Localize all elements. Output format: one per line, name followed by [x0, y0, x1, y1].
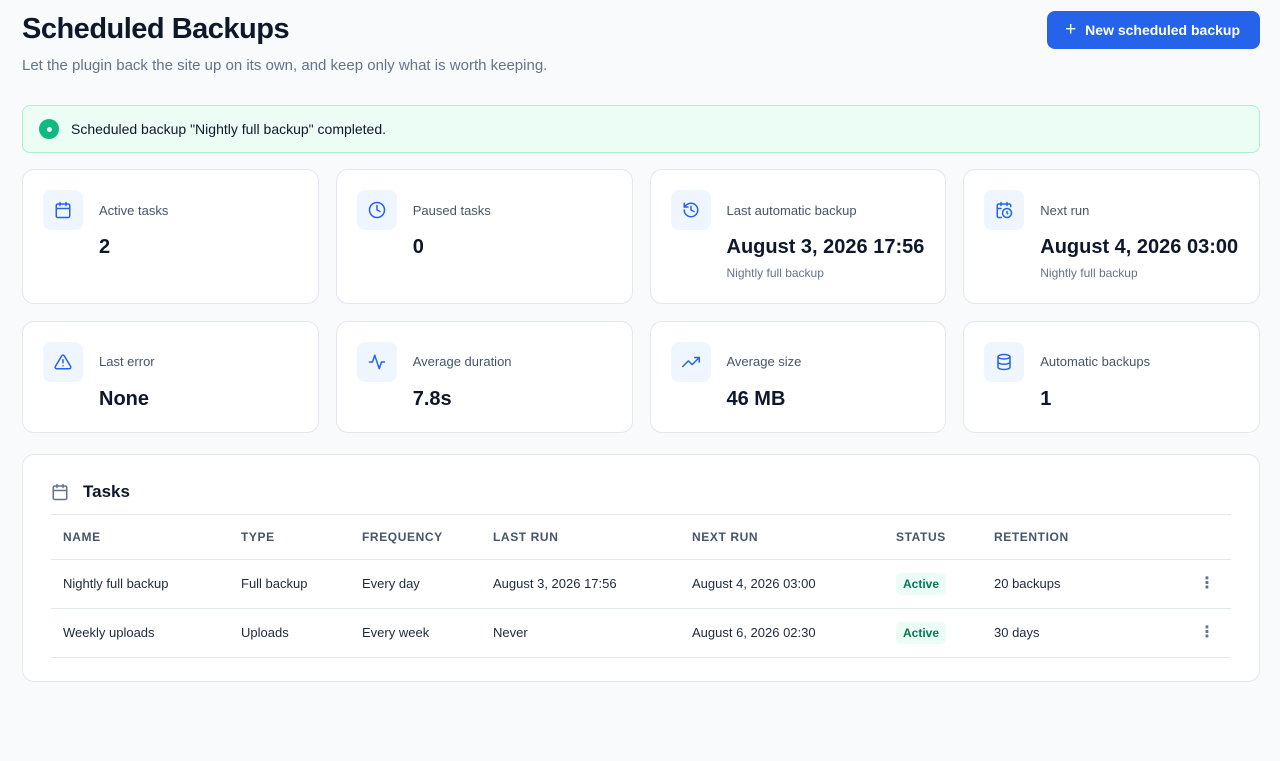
stat-label: Last error [99, 354, 155, 369]
calendar-icon [43, 190, 83, 230]
column-header-frequency[interactable]: FREQUENCY [350, 515, 481, 560]
task-last-run: August 3, 2026 17:56 [481, 559, 680, 609]
stats-grid: Active tasks 2 Paused tasks 0 Last autom… [22, 169, 1260, 433]
stat-label: Active tasks [99, 203, 169, 218]
task-status-cell: Active [884, 608, 982, 658]
calendar-clock-icon [984, 190, 1025, 230]
stat-card-automatic-backups: Automatic backups 1 [963, 321, 1260, 433]
task-frequency: Every day [350, 559, 481, 609]
activity-icon [356, 342, 397, 382]
task-type: Uploads [229, 608, 350, 658]
more-vertical-icon[interactable]: ⋮ [1199, 623, 1215, 641]
clock-icon [356, 190, 397, 230]
stat-card-average-size: Average size 46 MB [649, 321, 947, 433]
stat-card-last-automatic-backup: Last automatic backup August 3, 2026 17:… [649, 169, 947, 304]
stat-value: 1 [1040, 388, 1052, 410]
column-header-type[interactable]: TYPE [229, 515, 350, 560]
stat-card-next-run: Next run August 4, 2026 03:00 Nightly fu… [963, 169, 1260, 304]
task-type: Full backup [229, 559, 350, 609]
notice-message: Scheduled backup "Nightly full backup" c… [71, 121, 387, 137]
page-title: Scheduled Backups [22, 13, 290, 45]
calendar-icon [51, 483, 69, 501]
more-vertical-icon[interactable]: ⋮ [1199, 574, 1215, 592]
task-next-run: August 6, 2026 02:30 [680, 608, 884, 658]
task-frequency: Every week [350, 608, 481, 658]
success-dot-icon [39, 119, 59, 139]
task-actions-cell: ⋮ [1182, 559, 1231, 609]
success-notice: Scheduled backup "Nightly full backup" c… [22, 105, 1260, 153]
stat-card-average-duration: Average duration 7.8s [335, 321, 633, 433]
task-retention: 30 days [982, 608, 1182, 658]
stat-value: 46 MB [726, 388, 786, 410]
page-subtitle: Let the plugin back the site up on its o… [22, 57, 548, 74]
stat-label: Last automatic backup [726, 203, 857, 218]
stat-value: 0 [412, 236, 424, 258]
stat-label: Next run [1040, 203, 1090, 218]
stat-value: August 4, 2026 03:00 [1040, 236, 1239, 258]
plus-icon: + [1065, 18, 1077, 40]
new-scheduled-backup-label: New scheduled backup [1085, 22, 1240, 38]
status-badge: Active [896, 621, 947, 644]
table-row: Weekly uploads Uploads Every week Never … [51, 608, 1231, 658]
task-retention: 20 backups [982, 559, 1182, 609]
stat-value: 7.8s [412, 388, 452, 410]
task-name: Nightly full backup [51, 559, 229, 609]
stat-card-last-error: Last error None [22, 321, 319, 433]
stat-label: Average duration [412, 354, 512, 369]
task-name: Weekly uploads [51, 608, 229, 658]
table-header-row: NAME TYPE FREQUENCY LAST RUN NEXT RUN ST… [51, 515, 1231, 560]
tasks-table: NAME TYPE FREQUENCY LAST RUN NEXT RUN ST… [51, 515, 1231, 658]
stat-subtext: Nightly full backup [1040, 266, 1138, 280]
column-header-retention[interactable]: RETENTION [982, 515, 1182, 560]
table-row: Nightly full backup Full backup Every da… [51, 559, 1231, 609]
tasks-header: Tasks [51, 455, 1231, 515]
status-badge: Active [896, 572, 947, 595]
new-scheduled-backup-button[interactable]: + New scheduled backup [1047, 11, 1260, 49]
stat-card-paused-tasks: Paused tasks 0 [335, 169, 633, 304]
stat-label: Average size [726, 354, 802, 369]
tasks-panel: Tasks NAME TYPE FREQUENCY LAST RUN NEXT … [22, 454, 1260, 682]
history-icon [670, 190, 711, 230]
stat-value: 2 [99, 236, 111, 258]
stat-value: August 3, 2026 17:56 [726, 236, 925, 258]
task-actions-cell: ⋮ [1182, 608, 1231, 658]
column-header-actions [1182, 515, 1231, 560]
stat-label: Paused tasks [412, 203, 491, 218]
trending-up-icon [670, 342, 711, 382]
stat-label: Automatic backups [1040, 354, 1151, 369]
page-header: Scheduled Backups Let the plugin back th… [22, 0, 1260, 105]
task-next-run: August 4, 2026 03:00 [680, 559, 884, 609]
task-status-cell: Active [884, 559, 982, 609]
tasks-title: Tasks [83, 481, 130, 501]
stat-value: None [99, 388, 149, 410]
column-header-next-run[interactable]: NEXT RUN [680, 515, 884, 560]
task-last-run: Never [481, 608, 680, 658]
stat-card-active-tasks: Active tasks 2 [22, 169, 319, 304]
column-header-name[interactable]: NAME [51, 515, 229, 560]
column-header-status[interactable]: STATUS [884, 515, 982, 560]
stat-subtext: Nightly full backup [726, 266, 824, 280]
database-icon [984, 342, 1025, 382]
warning-icon [43, 342, 83, 382]
column-header-last-run[interactable]: LAST RUN [481, 515, 680, 560]
